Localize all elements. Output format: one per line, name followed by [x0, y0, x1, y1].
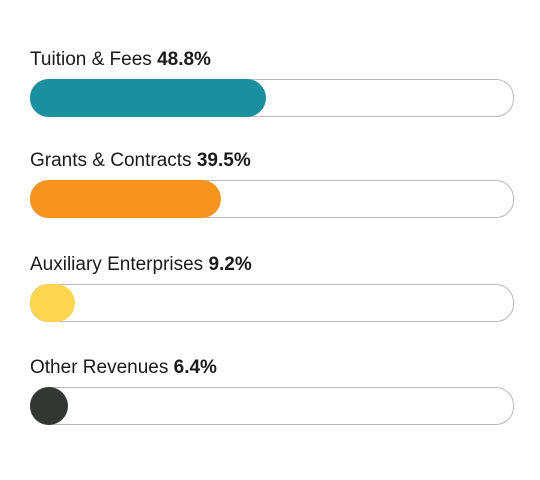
bar-row-tuition: Tuition & Fees 48.8%	[30, 49, 514, 117]
bar-label: Tuition & Fees 48.8%	[30, 49, 514, 71]
value-label: 6.4%	[173, 357, 217, 378]
category-label: Grants & Contracts	[30, 150, 192, 171]
category-label: Other Revenues	[30, 357, 169, 378]
category-label: Auxiliary Enterprises	[30, 254, 204, 275]
bar-row-grants: Grants & Contracts 39.5%	[30, 150, 514, 218]
bar-fill	[30, 79, 266, 117]
value-label: 9.2%	[208, 254, 252, 275]
bar-label: Other Revenues 6.4%	[30, 357, 514, 379]
bar-label: Auxiliary Enterprises 9.2%	[30, 254, 514, 276]
bar-label: Grants & Contracts 39.5%	[30, 150, 514, 172]
bar-fill	[30, 284, 75, 322]
value-label: 39.5%	[196, 150, 251, 171]
bar-track	[30, 79, 514, 117]
bar-fill	[30, 180, 221, 218]
value-label: 48.8%	[157, 49, 211, 70]
bar-row-other: Other Revenues 6.4%	[30, 357, 514, 425]
bar-fill	[30, 387, 68, 425]
category-label: Tuition & Fees	[30, 49, 152, 70]
bar-track	[30, 284, 514, 322]
bar-track	[30, 180, 514, 218]
bar-row-auxiliary: Auxiliary Enterprises 9.2%	[30, 254, 514, 322]
bar-track	[30, 387, 514, 425]
